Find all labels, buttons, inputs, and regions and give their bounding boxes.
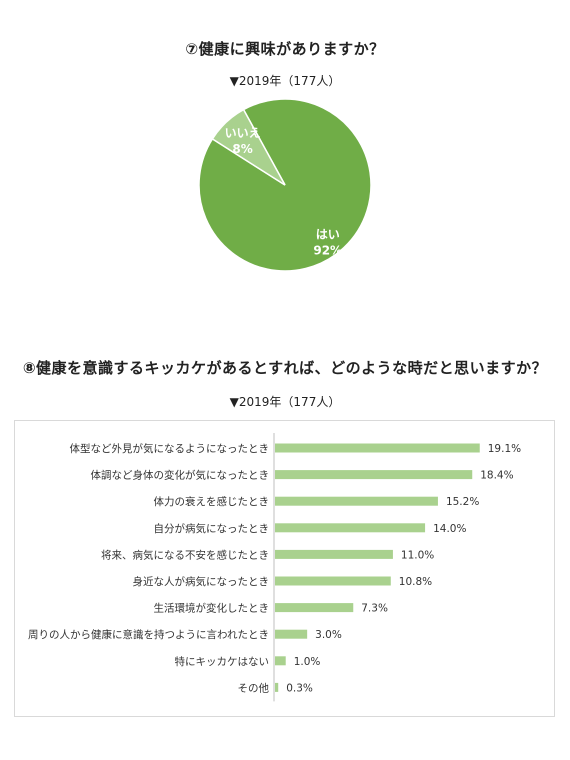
bar-category-label: 体型など外見が気になるようになったとき [70,442,270,455]
pie-slice-value-0: 92% [313,243,342,257]
bar-value-label: 0.3% [286,682,313,694]
bar-category-label: 周りの人から健康に意識を持つように言われたとき [28,628,269,641]
bar [275,603,354,613]
pie-slice-value-1: 8% [232,142,252,156]
bar-category-label: 体調など身体の変化が気になったとき [91,469,270,482]
bar [275,496,438,506]
pie-chart: はい 92% いいえ 8% [198,98,372,272]
bar-value-label: 11.0% [401,549,434,561]
bar-value-label: 1.0% [294,656,321,668]
bar-value-label: 14.0% [433,523,466,535]
bar-value-label: 18.4% [480,470,513,482]
bar-chart-frame: 体型など外見が気になるようになったとき 19.1% 体調など身体の変化が気になったと… [14,420,555,717]
bar-chart-title: ⑧健康を意識するキッカケがあるとすれば、どのような時だと思いますか？ [22,359,548,377]
bar [275,629,308,639]
bar-chart-subtitle: ▼2019年（177人） [229,395,341,409]
pie-chart-title: ⑦健康に興味がありますか？ [185,40,385,58]
bar-chart: 体型など外見が気になるようになったとき 19.1% 体調など身体の変化が気になったと… [28,433,521,702]
bar [275,682,279,692]
bar-value-label: 15.2% [446,496,479,508]
bar-category-label: 将来、病気になる不安を感じたとき [101,548,269,561]
bar [275,443,480,453]
pie-slice-label-1: いいえ [225,126,261,140]
pie-slice-1 [211,108,286,186]
bar-value-label: 7.3% [361,603,388,615]
bar-category-label: 生活環境が変化したとき [154,602,270,615]
bar [275,549,393,559]
bar-value-label: 10.8% [399,576,432,588]
bar-value-label: 3.0% [315,629,342,641]
bar [275,576,391,586]
pie-slice-label-0: はい [316,227,340,241]
bar-category-label: 身近な人が病気になったとき [133,575,270,588]
bar-category-label: その他 [238,681,270,694]
bar-category-label: 自分が病気になったとき [154,522,270,535]
bar [275,656,286,666]
bar-value-label: 19.1% [488,443,521,455]
bar-category-label: 体力の衰えを感じたとき [154,495,270,508]
pie-chart-subtitle: ▼2019年（177人） [229,74,341,88]
bar [275,470,473,480]
bar-category-label: 特にキッカケはない [175,656,270,668]
bar [275,523,426,533]
